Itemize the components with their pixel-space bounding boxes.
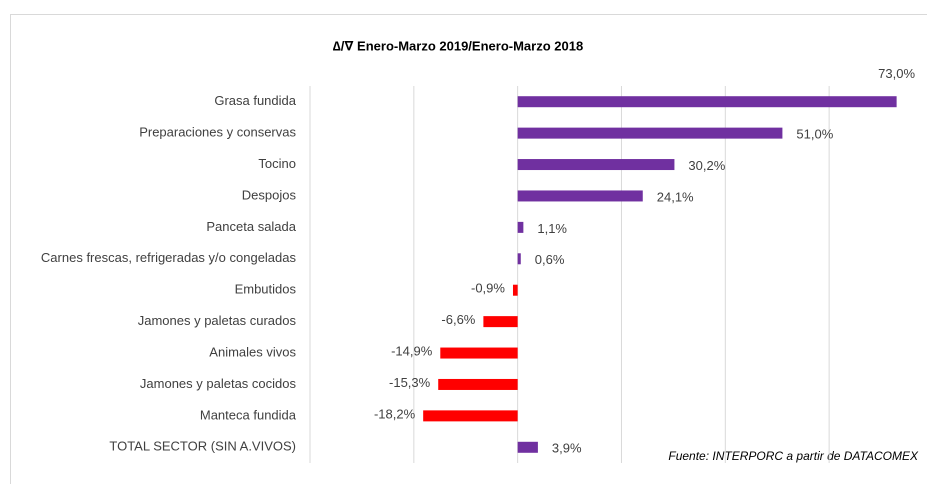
bar	[517, 441, 538, 453]
bar	[517, 221, 524, 233]
category-label: Carnes frescas, refrigeradas y/o congela…	[41, 250, 297, 265]
category-label: Embutidos	[235, 282, 297, 297]
bar	[517, 96, 897, 108]
category-label: Despojos	[242, 187, 297, 202]
bar	[517, 253, 521, 265]
chart-title: ∆/∇ Enero-Marzo 2019/Enero-Marzo 2018	[333, 38, 583, 53]
value-label: 73,0%	[878, 66, 915, 81]
value-label: 0,6%	[535, 252, 565, 267]
bar	[483, 316, 518, 328]
chart-border	[10, 14, 927, 484]
category-label: Panceta salada	[206, 219, 296, 234]
value-label: 1,1%	[537, 221, 567, 236]
category-label: Grasa fundida	[214, 93, 296, 108]
value-label: -18,2%	[374, 406, 416, 421]
bar	[517, 190, 643, 202]
bar	[423, 410, 518, 422]
value-label: 30,2%	[688, 158, 725, 173]
category-label: Manteca fundida	[200, 407, 297, 422]
bar	[517, 127, 783, 139]
category-label: TOTAL SECTOR (SIN A.VIVOS)	[109, 439, 296, 454]
value-label: -6,6%	[441, 312, 475, 327]
value-label: -0,9%	[471, 281, 505, 296]
value-label: 51,0%	[796, 127, 833, 142]
value-label: 24,1%	[657, 189, 694, 204]
category-label: Tocino	[258, 156, 296, 171]
value-label: -15,3%	[389, 375, 431, 390]
value-label: -14,9%	[391, 343, 433, 358]
category-label: Animales vivos	[209, 344, 296, 359]
value-label: 3,9%	[552, 441, 582, 456]
bar	[512, 284, 518, 296]
category-label: Jamones y paletas cocidos	[140, 376, 297, 391]
bar	[438, 378, 518, 390]
bar	[517, 159, 675, 171]
source-note: Fuente: INTERPORC a partir de DATACOMEX	[668, 449, 919, 463]
bar	[440, 347, 518, 359]
category-label: Preparaciones y conservas	[139, 125, 296, 140]
category-label: Jamones y paletas curados	[138, 313, 297, 328]
